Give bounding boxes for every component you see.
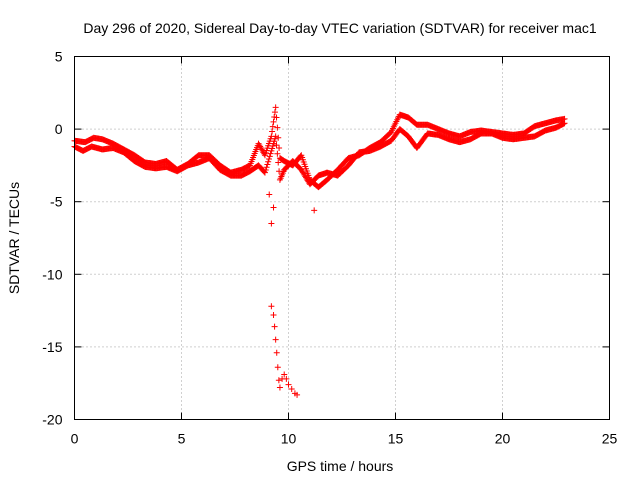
data-point <box>262 166 269 173</box>
y-tick-label: -15 <box>42 339 62 355</box>
data-point <box>270 204 277 211</box>
data-point <box>265 156 272 163</box>
x-tick-label: 10 <box>281 431 297 447</box>
x-tick-label: 5 <box>178 431 186 447</box>
data-point <box>275 377 282 384</box>
data-point <box>273 114 280 121</box>
data-point <box>265 158 272 165</box>
data-point <box>275 159 282 166</box>
data-point <box>288 386 295 393</box>
data-point <box>274 150 281 157</box>
data-point <box>264 161 271 168</box>
data-point <box>273 142 280 149</box>
data-point <box>294 391 301 398</box>
data-point <box>261 169 268 176</box>
data-point <box>276 384 283 391</box>
data-point <box>271 323 278 330</box>
chart-title: Day 296 of 2020, Sidereal Day-to-day VTE… <box>83 20 596 36</box>
data-point <box>283 375 290 382</box>
data-point <box>285 381 292 388</box>
data-point <box>281 371 288 378</box>
y-axis-label: SDTVAR / TECUs <box>6 182 22 294</box>
x-tick-label: 0 <box>71 431 79 447</box>
data-point <box>274 364 281 371</box>
data-point <box>270 311 277 318</box>
data-point <box>271 109 278 116</box>
data-points <box>71 104 568 398</box>
y-tick-labels: -20 -15 -10 -5 0 5 <box>42 49 62 428</box>
y-tick-label: -20 <box>42 412 62 428</box>
data-point <box>272 104 279 111</box>
data-point <box>267 150 274 157</box>
x-axis-label: GPS time / hours <box>287 458 394 474</box>
data-point <box>269 123 276 130</box>
data-point <box>273 349 280 356</box>
grid-lines <box>74 56 610 420</box>
data-point <box>268 303 275 310</box>
y-tick-label: -10 <box>42 266 62 282</box>
data-point <box>275 134 282 141</box>
y-tick-label: 0 <box>55 121 63 137</box>
data-point <box>270 118 277 125</box>
data-point <box>269 128 276 135</box>
data-point <box>311 207 318 214</box>
x-tick-labels: 0 5 10 15 20 25 <box>71 431 618 447</box>
axis-ticks <box>74 56 610 420</box>
x-tick-label: 20 <box>495 431 511 447</box>
data-point <box>561 120 568 127</box>
data-point <box>266 153 273 160</box>
y-tick-label: 5 <box>55 49 63 65</box>
data-point <box>272 133 279 140</box>
data-point <box>274 124 281 131</box>
data-point <box>276 144 283 151</box>
x-tick-label: 15 <box>388 431 404 447</box>
data-point <box>266 191 273 198</box>
data-point <box>272 336 279 343</box>
data-point <box>268 220 275 227</box>
plot-frame <box>74 56 610 420</box>
data-point <box>263 164 270 171</box>
y-tick-label: -5 <box>50 194 63 210</box>
x-tick-label: 25 <box>602 431 618 447</box>
